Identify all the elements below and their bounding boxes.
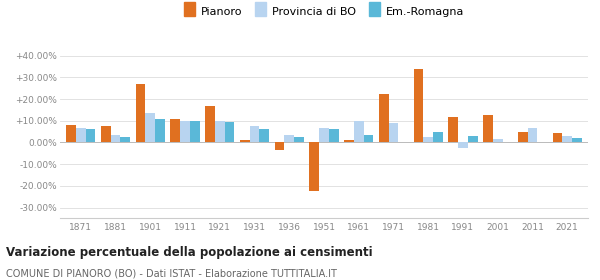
Bar (389, 123, 398, 143)
Bar (275, 143, 284, 150)
Bar (527, 128, 537, 143)
Bar (259, 129, 269, 143)
Bar (215, 121, 224, 143)
Bar (180, 121, 190, 143)
Bar (101, 126, 111, 143)
Bar (111, 135, 121, 143)
Text: Variazione percentuale della popolazione ai censimenti: Variazione percentuale della popolazione… (6, 246, 373, 259)
Bar (433, 132, 443, 143)
Bar (448, 118, 458, 143)
Bar (284, 135, 294, 143)
Bar (329, 129, 338, 143)
Bar (86, 129, 95, 143)
Bar (145, 113, 155, 143)
Bar (170, 119, 180, 143)
Legend: Pianoro, Provincia di BO, Em.-Romagna: Pianoro, Provincia di BO, Em.-Romagna (179, 2, 469, 21)
Bar (483, 115, 493, 143)
Bar (424, 137, 433, 143)
Bar (121, 137, 130, 143)
Bar (354, 121, 364, 143)
Bar (155, 119, 165, 143)
Bar (224, 122, 235, 143)
Bar (76, 128, 86, 143)
Bar (136, 84, 145, 143)
Bar (310, 143, 319, 191)
Bar (468, 136, 478, 143)
Bar (379, 94, 389, 143)
Bar (413, 69, 424, 143)
Bar (319, 128, 329, 143)
Bar (190, 121, 200, 143)
Bar (250, 126, 259, 143)
Bar (240, 140, 250, 143)
Bar (572, 138, 582, 143)
Bar (205, 106, 215, 143)
Bar (66, 125, 76, 143)
Bar (458, 143, 468, 148)
Bar (364, 135, 373, 143)
Bar (518, 132, 527, 143)
Bar (493, 139, 503, 143)
Bar (553, 133, 562, 143)
Bar (344, 140, 354, 143)
Bar (294, 137, 304, 143)
Text: COMUNE DI PIANORO (BO) - Dati ISTAT - Elaborazione TUTTITALIA.IT: COMUNE DI PIANORO (BO) - Dati ISTAT - El… (6, 269, 337, 279)
Bar (562, 136, 572, 143)
